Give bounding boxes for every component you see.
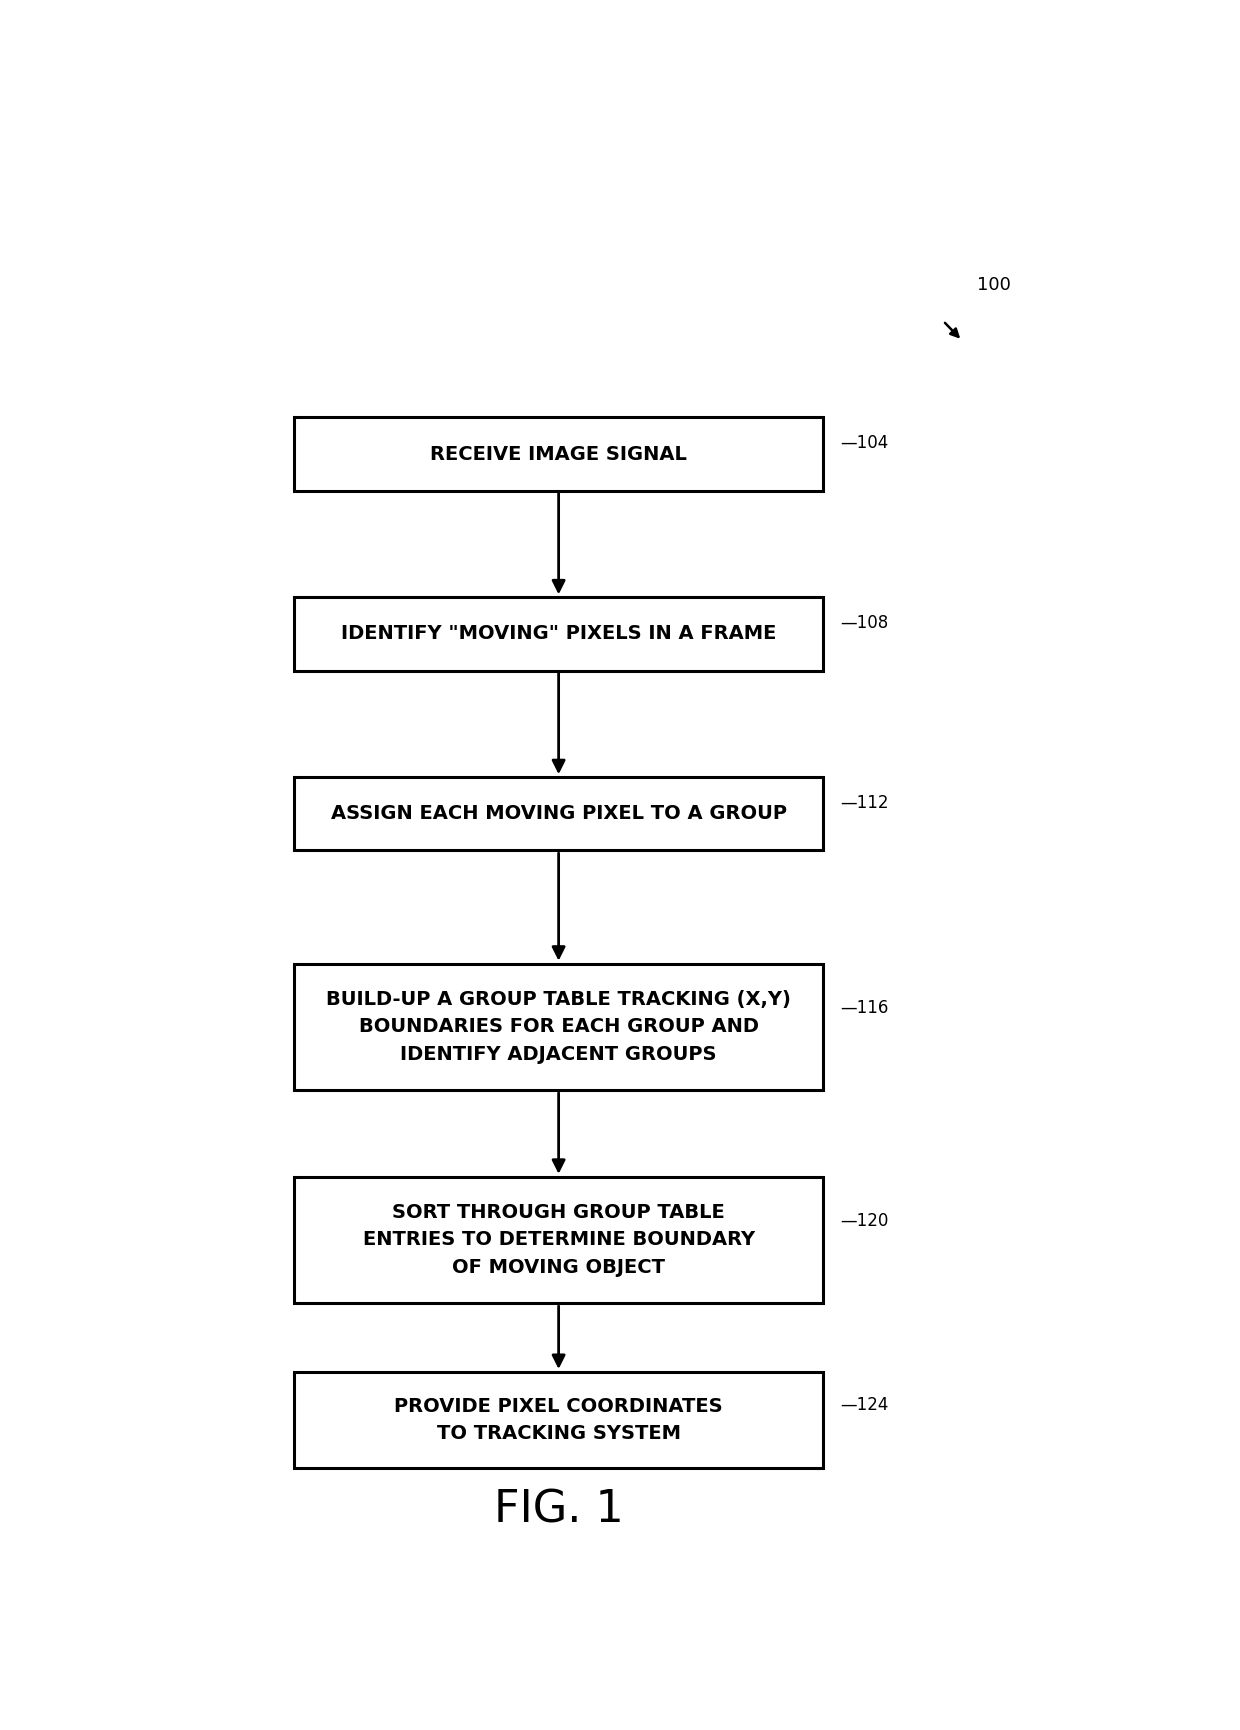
Text: —104: —104 xyxy=(841,434,888,452)
Text: —108: —108 xyxy=(841,614,888,631)
Text: BUILD-UP A GROUP TABLE TRACKING (X,Y)
BOUNDARIES FOR EACH GROUP AND
IDENTIFY ADJ: BUILD-UP A GROUP TABLE TRACKING (X,Y) BO… xyxy=(326,990,791,1064)
Bar xyxy=(294,1176,823,1303)
Text: IDENTIFY "MOVING" PIXELS IN A FRAME: IDENTIFY "MOVING" PIXELS IN A FRAME xyxy=(341,625,776,644)
Bar xyxy=(294,777,823,851)
Text: —112: —112 xyxy=(841,794,889,811)
Text: RECEIVE IMAGE SIGNAL: RECEIVE IMAGE SIGNAL xyxy=(430,445,687,464)
Bar xyxy=(294,597,823,671)
Text: —116: —116 xyxy=(841,998,889,1017)
Text: 100: 100 xyxy=(977,275,1011,294)
Text: SORT THROUGH GROUP TABLE
ENTRIES TO DETERMINE BOUNDARY
OF MOVING OBJECT: SORT THROUGH GROUP TABLE ENTRIES TO DETE… xyxy=(362,1204,755,1277)
Text: FIG. 1: FIG. 1 xyxy=(494,1490,624,1531)
Text: —120: —120 xyxy=(841,1213,889,1230)
Bar xyxy=(294,1372,823,1467)
Text: ASSIGN EACH MOVING PIXEL TO A GROUP: ASSIGN EACH MOVING PIXEL TO A GROUP xyxy=(331,804,786,823)
Bar xyxy=(294,964,823,1090)
Text: —124: —124 xyxy=(841,1396,889,1415)
Text: PROVIDE PIXEL COORDINATES
TO TRACKING SYSTEM: PROVIDE PIXEL COORDINATES TO TRACKING SY… xyxy=(394,1396,723,1443)
Bar xyxy=(294,417,823,491)
